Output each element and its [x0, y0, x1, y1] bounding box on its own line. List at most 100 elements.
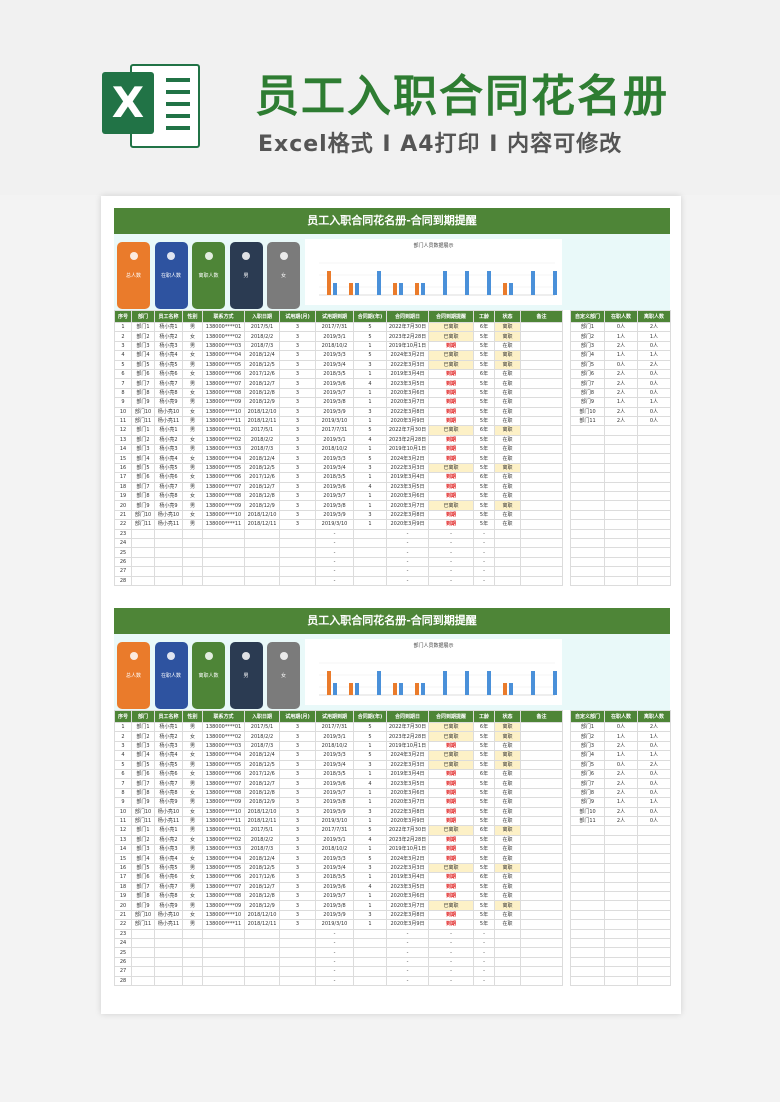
table-cell [279, 947, 316, 958]
table-cell: 杨小亮5 [154, 862, 183, 874]
table-cell [202, 975, 245, 986]
table-cell: 1 [353, 797, 387, 808]
table-cell: - [473, 575, 495, 586]
table-cell [202, 547, 245, 558]
table-cell: 2017/5/1 [244, 321, 280, 333]
kpi-card: 离职人数 [192, 642, 225, 709]
table-cell: 2022年3月3日 [386, 359, 429, 370]
table-cell: - [315, 937, 354, 949]
table-cell: 男 [182, 359, 203, 370]
summary-cell [637, 956, 671, 968]
table-cell: 2022年3月3日 [386, 862, 429, 874]
table-cell [494, 556, 521, 568]
table-cell [494, 566, 521, 577]
table-row: 23- - - - [114, 928, 563, 940]
table-cell [520, 547, 563, 558]
table-cell: 杨小亮8 [154, 891, 183, 902]
summary-row [570, 956, 671, 968]
column-header: 备注 [520, 710, 563, 723]
table-cell: 138000****04 [202, 750, 245, 761]
table-cell [131, 528, 155, 540]
chart-bar [349, 283, 353, 295]
table-cell: 5年 [473, 434, 495, 446]
table-cell: 8 [114, 787, 132, 799]
table-cell: 4 [353, 834, 387, 846]
table-cell: 6 [114, 768, 132, 780]
table-cell: 离职 [494, 462, 521, 474]
table-cell [154, 956, 183, 968]
summary-cell [604, 937, 638, 949]
table-cell: 138000****09 [202, 797, 245, 808]
summary-cell [604, 481, 638, 493]
table-cell: 部门2 [131, 434, 155, 446]
table-cell [353, 537, 387, 549]
summary-cell [570, 891, 605, 902]
table-cell: 3 [279, 721, 316, 733]
table-cell: 2017/5/1 [244, 825, 280, 836]
summary-row: 部门11 2人 0人 [570, 415, 671, 427]
table-cell: 杨小亮7 [154, 778, 183, 789]
table-cell: 杨小亮3 [154, 844, 183, 855]
table-cell: 2018/12/10 [244, 909, 280, 921]
table-cell: 在职 [494, 797, 521, 808]
table-cell [244, 937, 280, 949]
table-row: 9 部门9 杨小亮9 男 138000****09 2018/12/9 3 2019/3/8 1… [114, 797, 563, 808]
table-cell [244, 556, 280, 568]
kpi-label: 总人数 [125, 673, 141, 679]
table-cell: 2022年7月30日 [386, 825, 429, 836]
summary-cell: 部门3 [570, 740, 605, 752]
table-cell: 3 [279, 834, 316, 846]
table-cell [520, 768, 563, 780]
table-cell: 2018/12/8 [244, 891, 280, 902]
summary-cell [637, 919, 671, 930]
table-cell: 杨小亮7 [154, 378, 183, 389]
table-cell: 3 [279, 740, 316, 752]
table-cell: 男 [182, 378, 203, 389]
summary-cell: 1人 [604, 331, 638, 342]
table-cell [182, 956, 203, 968]
summary-row [570, 434, 671, 446]
table-cell: 24 [114, 937, 132, 949]
table-cell: 2018/10/2 [315, 740, 354, 752]
table-cell: - [386, 928, 429, 940]
table-cell: 2019年10月1日 [386, 844, 429, 855]
table-row: 18 部门7 杨小亮7 男 138000****07 2018/12/7 3 2019/3/6… [114, 481, 563, 493]
summary-cell: 0人 [637, 787, 671, 799]
table-cell [494, 547, 521, 558]
table-cell: 3 [279, 825, 316, 836]
table-cell: 4 [353, 481, 387, 493]
kpi-card: 女 [267, 642, 300, 709]
summary-cell [637, 566, 671, 577]
table-cell: 20 [114, 900, 132, 911]
summary-row [570, 528, 671, 540]
table-cell: 5年 [473, 462, 495, 474]
column-header: 工龄 [473, 310, 495, 323]
table-cell: 13 [114, 834, 132, 846]
table-cell: 4 [353, 881, 387, 893]
table-cell [520, 425, 563, 436]
table-cell: 2023年3月5日 [386, 778, 429, 789]
table-cell: 杨小亮10 [154, 909, 183, 921]
summary-cell: 部门7 [570, 378, 605, 389]
table-cell: 2018/12/7 [244, 378, 280, 389]
summary-cell: 部门8 [570, 787, 605, 799]
table-cell [353, 566, 387, 577]
table-cell: 在职 [494, 453, 521, 464]
table-cell [182, 975, 203, 986]
table-cell: 2018/2/2 [244, 834, 280, 846]
table-cell: 2019/3/6 [315, 778, 354, 789]
table-cell: 男 [182, 425, 203, 436]
kpi-band: 总人数 在职人数 离职人数 男 女 部门人员数据展示 [114, 234, 670, 310]
summary-cell [637, 891, 671, 902]
table-cell [154, 975, 183, 986]
person-icon [279, 652, 288, 660]
table-cell: 2020年3月6日 [386, 891, 429, 902]
table-cell: 26 [114, 556, 132, 568]
table-cell: 在职 [494, 881, 521, 893]
summary-cell: 部门8 [570, 387, 605, 399]
table-cell: 138000****10 [202, 806, 245, 817]
table-cell: 2018/12/4 [244, 453, 280, 464]
table-cell: 3 [279, 481, 316, 493]
summary-cell: 部门2 [570, 331, 605, 342]
table-cell: 16 [114, 862, 132, 874]
